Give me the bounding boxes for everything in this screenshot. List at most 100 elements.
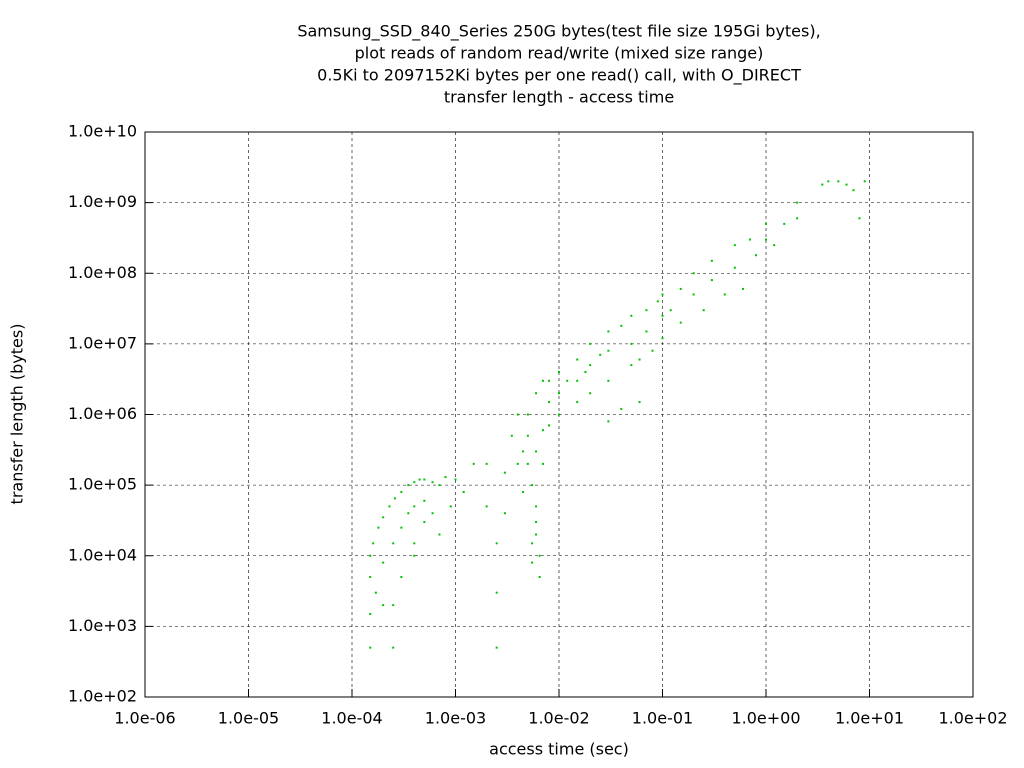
point — [413, 554, 416, 557]
point — [645, 309, 648, 312]
point — [661, 314, 664, 317]
point — [388, 505, 391, 508]
point — [522, 490, 525, 493]
x-tick-label: 1.0e-05 — [218, 709, 279, 728]
point — [620, 324, 623, 327]
point — [796, 217, 799, 220]
point — [372, 542, 375, 545]
point — [638, 401, 641, 404]
point — [485, 462, 488, 465]
y-tick-label: 1.0e+06 — [68, 404, 137, 423]
point — [531, 561, 534, 564]
point — [576, 379, 579, 382]
point — [407, 512, 410, 515]
point — [765, 238, 767, 241]
point — [538, 576, 541, 579]
y-tick-label: 1.0e+03 — [68, 616, 137, 635]
point — [503, 512, 506, 515]
point — [472, 462, 475, 465]
point — [589, 392, 592, 395]
point — [547, 401, 550, 404]
point — [607, 349, 610, 352]
point — [382, 604, 385, 607]
point — [495, 542, 498, 545]
x-tick-label: 1.0e+02 — [938, 709, 1007, 728]
point — [392, 604, 395, 607]
y-tick-label: 1.0e+04 — [68, 545, 137, 564]
point — [679, 321, 682, 324]
point — [438, 484, 441, 487]
point — [369, 612, 372, 615]
point — [418, 478, 421, 481]
x-tick-label: 1.0e-04 — [321, 709, 382, 728]
point — [748, 238, 751, 241]
point — [423, 478, 426, 481]
x-tick-label: 1.0e+00 — [731, 709, 800, 728]
point — [535, 521, 538, 524]
plot-border — [144, 131, 974, 698]
point — [510, 434, 513, 437]
point — [407, 484, 410, 487]
point — [607, 379, 610, 382]
point — [630, 314, 633, 317]
x-axis-label: access time (sec) — [489, 740, 629, 759]
point — [692, 272, 695, 275]
point — [656, 300, 659, 303]
point — [558, 413, 560, 416]
point — [584, 370, 587, 373]
point — [821, 183, 824, 186]
point — [369, 646, 372, 649]
point — [863, 180, 866, 183]
point — [393, 497, 396, 500]
y-tick-label: 1.0e+05 — [68, 475, 137, 494]
point — [607, 330, 610, 333]
point — [516, 462, 519, 465]
point — [516, 413, 519, 416]
point — [661, 293, 664, 296]
point — [369, 554, 372, 557]
point — [449, 505, 452, 508]
y-tick-label: 1.0e+02 — [68, 687, 137, 706]
point — [547, 379, 550, 382]
point — [431, 512, 434, 515]
point — [827, 180, 830, 183]
point — [661, 337, 664, 340]
point — [413, 505, 416, 508]
point — [858, 217, 861, 220]
point — [796, 201, 799, 204]
point — [541, 379, 544, 382]
point — [651, 349, 654, 352]
point — [558, 370, 560, 373]
point — [374, 591, 377, 594]
point — [679, 287, 682, 290]
point — [669, 309, 672, 312]
point — [535, 392, 538, 395]
point — [535, 450, 538, 453]
point — [531, 542, 534, 545]
chart-title: 0.5Ki to 2097152Ki bytes per one read() … — [317, 66, 801, 86]
point — [400, 490, 403, 493]
point — [382, 516, 385, 519]
y-tick-label: 1.0e+08 — [68, 263, 137, 282]
point — [495, 646, 498, 649]
point — [630, 342, 633, 345]
point — [845, 183, 848, 186]
point — [535, 505, 538, 508]
x-tick-label: 1.0e+01 — [835, 709, 904, 728]
point — [538, 554, 541, 557]
point — [377, 526, 380, 529]
point — [576, 358, 579, 361]
point — [423, 521, 426, 524]
point — [773, 244, 776, 247]
point — [462, 490, 465, 493]
point — [369, 576, 372, 579]
point — [589, 342, 592, 345]
x-tick-label: 1.0e-03 — [425, 709, 486, 728]
point — [710, 259, 713, 262]
point — [431, 481, 434, 484]
point — [607, 420, 610, 423]
point — [522, 450, 525, 453]
point — [541, 429, 544, 432]
